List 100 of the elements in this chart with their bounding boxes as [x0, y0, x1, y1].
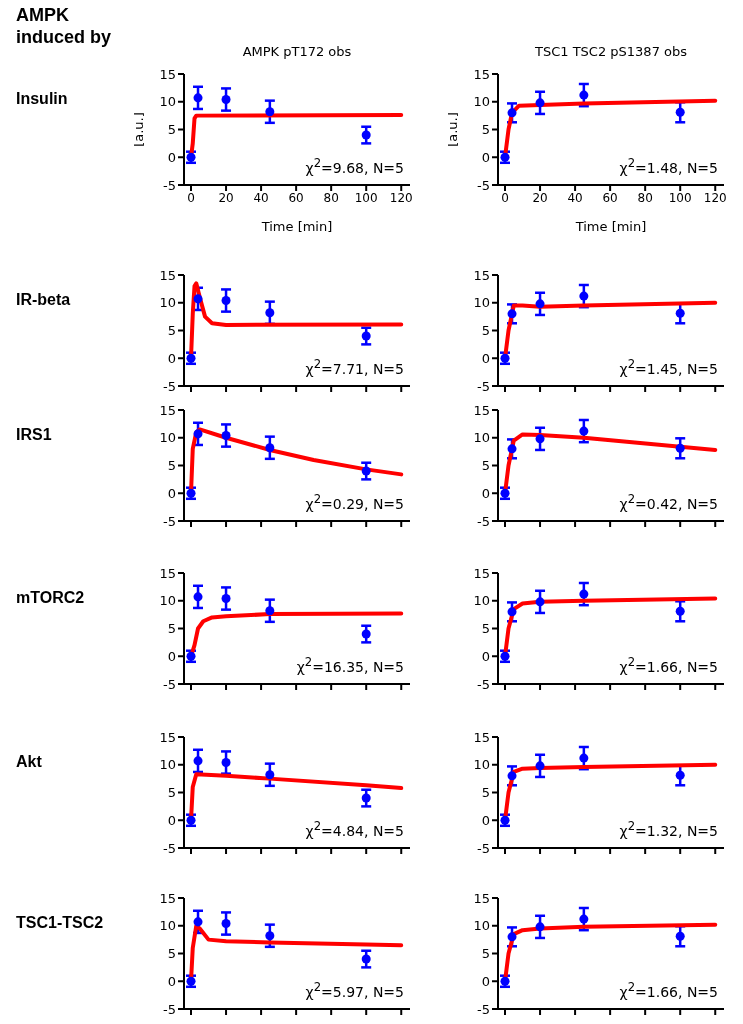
text: IRS1 [16, 426, 53, 444]
x-tick-label: 100 [354, 190, 378, 205]
y-tick-label: -5 [163, 840, 176, 856]
y-tick-label: 0 [481, 350, 490, 366]
x-tick-label: 0 [501, 190, 509, 205]
y-tick-label: 0 [167, 485, 176, 501]
point [535, 922, 545, 932]
annotation: χ$^{2}$=0.29, N=5 [304, 492, 404, 512]
y-tick-label: 10 [159, 593, 176, 609]
x-tick-label: 120 [389, 190, 413, 205]
y-tick-label: 15 [159, 729, 176, 745]
point [535, 597, 545, 607]
y-tick-label: -5 [477, 676, 490, 692]
point [507, 309, 517, 319]
text: Akt [16, 753, 43, 771]
point [507, 932, 517, 942]
point [361, 793, 371, 803]
point [675, 443, 685, 453]
x-tick-label: 20 [218, 190, 234, 205]
point [675, 308, 685, 318]
y-tick-label: 10 [473, 94, 490, 110]
annotation: χ$^{2}$=1.45, N=5 [618, 357, 718, 377]
y-tick-label: 5 [481, 621, 490, 637]
annotation: χ$^{2}$=1.48, N=5 [618, 156, 718, 176]
chart-title: TSC1 TSC2 pS1387 obs [533, 44, 688, 59]
y-tick-label: 10 [159, 430, 176, 446]
y-tick-label: -5 [163, 177, 176, 193]
y-tick-label: 0 [481, 812, 490, 828]
y-tick-label: 5 [481, 323, 490, 339]
point [675, 107, 685, 117]
point [675, 931, 685, 941]
point [579, 291, 589, 301]
point [265, 443, 275, 453]
point [221, 594, 231, 604]
y-tick-label: 15 [473, 729, 490, 745]
y-tick-label: 5 [167, 458, 176, 474]
y-tick-label: 10 [473, 430, 490, 446]
y-tick-label: 10 [473, 593, 490, 609]
point [535, 761, 545, 771]
y-tick-label: 15 [159, 402, 176, 418]
y-tick-label: 0 [481, 973, 490, 989]
point [675, 606, 685, 616]
annotation: χ$^{2}$=9.68, N=5 [304, 156, 404, 176]
y-tick-label: 5 [481, 946, 490, 962]
y-tick-label: 5 [481, 122, 490, 138]
point [265, 606, 275, 616]
y-tick-label: -5 [477, 1001, 490, 1017]
x-axis-title: Time [min] [260, 219, 333, 234]
y-tick-label: 10 [473, 918, 490, 934]
point [221, 919, 231, 929]
y-tick-label: 0 [167, 648, 176, 664]
point [675, 770, 685, 780]
point [193, 294, 203, 304]
y-tick-label: 5 [167, 122, 176, 138]
y-tick-label: 5 [167, 323, 176, 339]
annotation: χ$^{2}$=5.97, N=5 [304, 980, 404, 1000]
point [361, 130, 371, 140]
x-tick-label: 80 [323, 190, 339, 205]
text: AMPK induced by [16, 4, 112, 48]
y-tick-label: 15 [159, 565, 176, 581]
y-tick-label: 0 [167, 812, 176, 828]
y-tick-label: -5 [477, 513, 490, 529]
point [579, 753, 589, 763]
point [507, 108, 517, 118]
y-tick-label: -5 [163, 1001, 176, 1017]
annotation: χ$^{2}$=1.66, N=5 [618, 980, 718, 1000]
point [265, 308, 275, 318]
y-tick-label: 0 [481, 485, 490, 501]
y-tick-label: 0 [167, 149, 176, 165]
y-tick-label: 15 [159, 890, 176, 906]
point [221, 431, 231, 441]
y-tick-label: 15 [473, 66, 490, 82]
y-tick-label: 10 [159, 918, 176, 934]
point [221, 95, 231, 105]
point [265, 931, 275, 941]
y-tick-label: -5 [163, 676, 176, 692]
point [579, 589, 589, 599]
point [579, 90, 589, 100]
point [361, 466, 371, 476]
y-tick-label: 15 [159, 267, 176, 283]
y-tick-label: 0 [167, 350, 176, 366]
x-tick-label: 40 [253, 190, 269, 205]
x-tick-label: 80 [637, 190, 653, 205]
y-tick-label: -5 [477, 378, 490, 394]
y-tick-label: 5 [481, 458, 490, 474]
point [265, 107, 275, 117]
point [361, 954, 371, 964]
text: Insulin [16, 90, 69, 108]
y-tick-label: 15 [473, 267, 490, 283]
point [265, 770, 275, 780]
y-tick-label: -5 [477, 177, 490, 193]
annotation: χ$^{2}$=0.42, N=5 [618, 492, 718, 512]
annotation: χ$^{2}$=1.32, N=5 [618, 819, 718, 839]
point [193, 756, 203, 766]
y-tick-label: 15 [159, 66, 176, 82]
point [193, 592, 203, 602]
point [361, 331, 371, 341]
y-tick-label: -5 [163, 513, 176, 529]
y-tick-label: 15 [473, 565, 490, 581]
y-tick-label: 5 [481, 785, 490, 801]
